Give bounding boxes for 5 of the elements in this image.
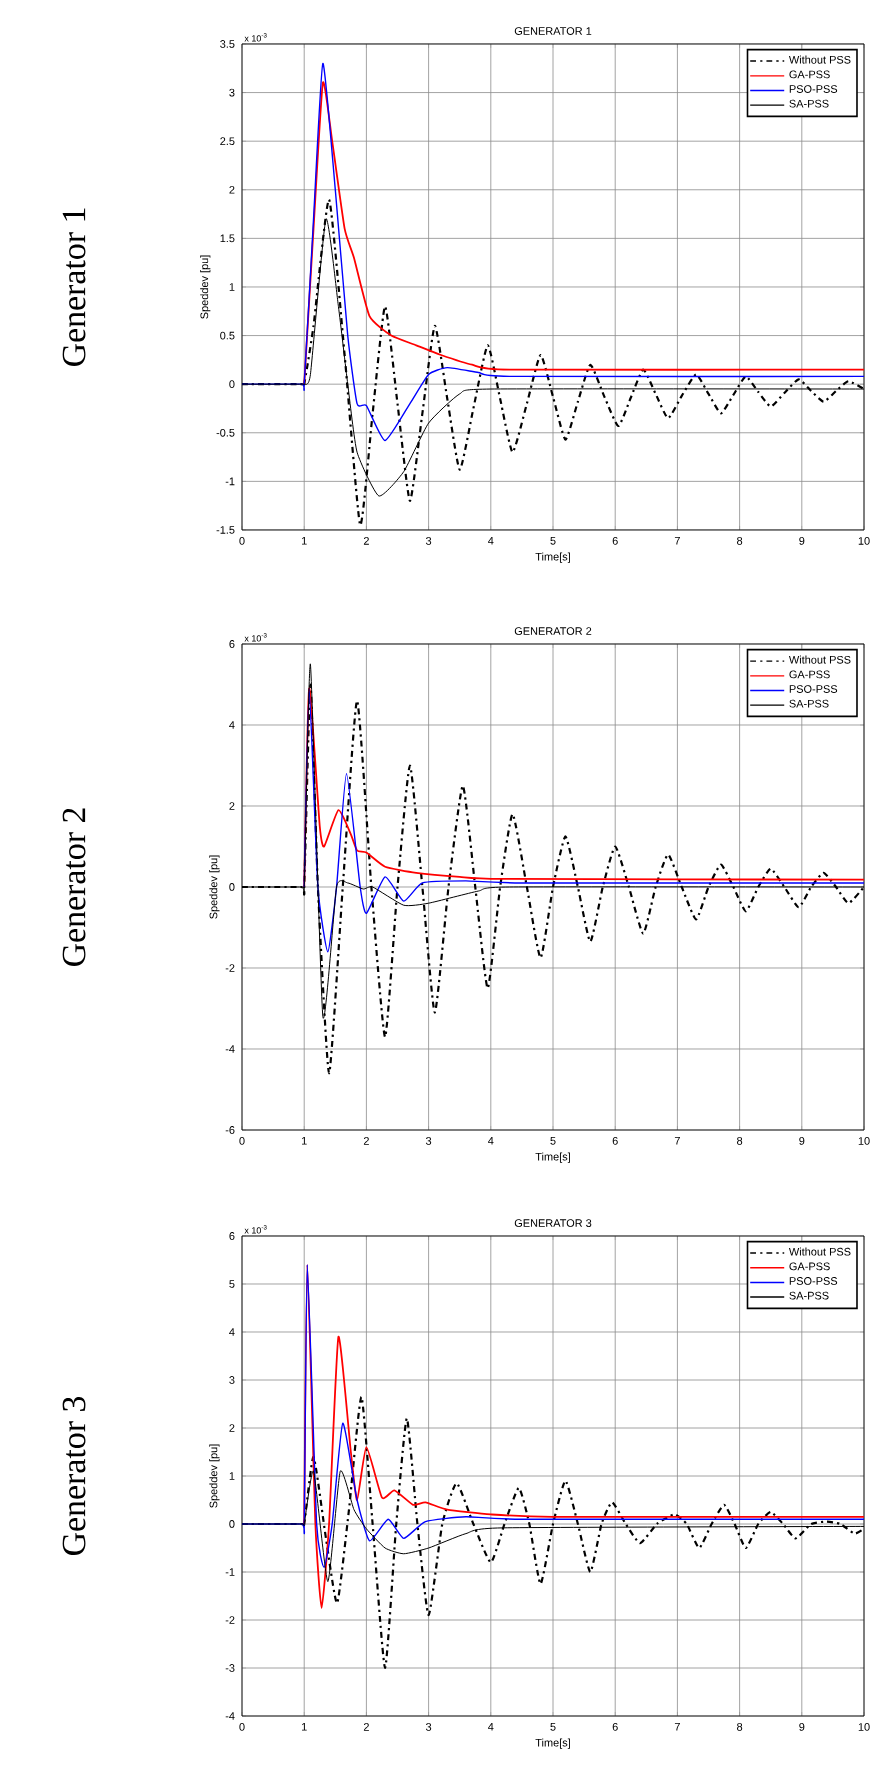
line-series: [303, 81, 865, 386]
text: Generator 2: [62, 808, 86, 967]
text: Generator 3: [62, 1396, 86, 1556]
text: Generator 1: [62, 208, 86, 367]
line-series: [242, 62, 865, 442]
